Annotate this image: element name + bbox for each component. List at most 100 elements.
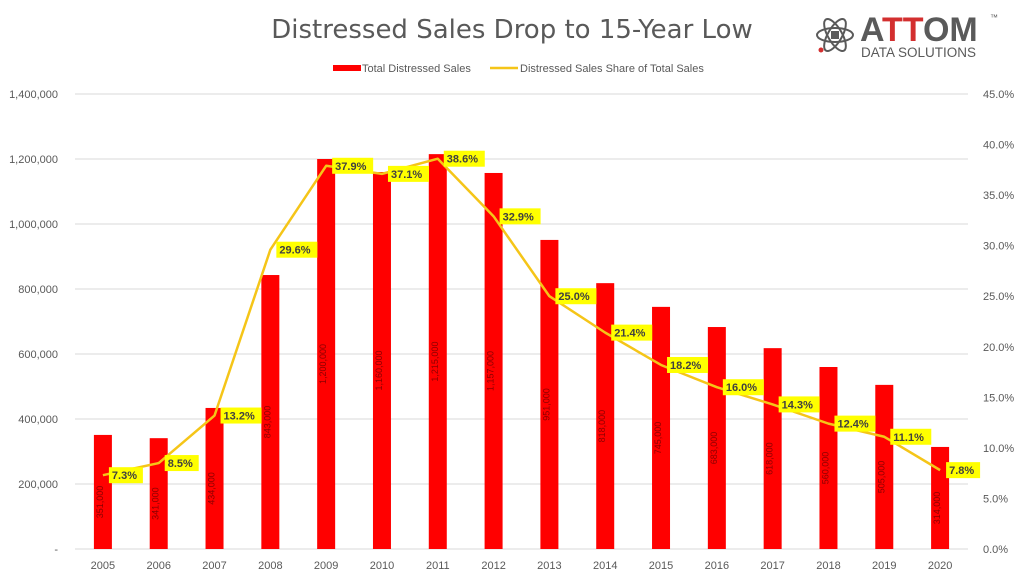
x-tick-label: 2015 bbox=[649, 560, 673, 572]
left-tick-label: 200,000 bbox=[18, 479, 58, 491]
bar bbox=[596, 283, 615, 549]
bar bbox=[372, 172, 391, 549]
line-data-label: 37.1% bbox=[387, 165, 429, 182]
line-label-text: 7.3% bbox=[112, 470, 137, 482]
right-tick-label: 25.0% bbox=[983, 291, 1014, 303]
line-data-label: 37.9% bbox=[332, 157, 374, 174]
chart-title: Distressed Sales Drop to 15-Year Low bbox=[271, 15, 753, 45]
line-data-label: 18.2% bbox=[667, 356, 709, 373]
x-tick-label: 2019 bbox=[872, 560, 896, 572]
label-background bbox=[611, 324, 653, 341]
line-label-text: 18.2% bbox=[670, 360, 701, 372]
line-data-label: 14.3% bbox=[778, 396, 820, 413]
left-tick-label: 400,000 bbox=[18, 414, 58, 426]
line-label-text: 16.0% bbox=[726, 382, 757, 394]
x-tick-label: 2017 bbox=[760, 560, 784, 572]
bar bbox=[428, 154, 447, 549]
right-tick-label: 10.0% bbox=[983, 443, 1014, 455]
bar-data-label: 1,157,000 bbox=[486, 351, 496, 391]
atom-icon bbox=[816, 18, 854, 53]
bar bbox=[205, 407, 224, 549]
label-background bbox=[722, 379, 764, 396]
label-background bbox=[164, 455, 199, 472]
legend: Total Distressed Sales Distressed Sales … bbox=[333, 63, 704, 75]
bar-data-label: 1,160,000 bbox=[374, 350, 384, 390]
line-data-label: 38.6% bbox=[443, 150, 485, 167]
x-tick-label: 2020 bbox=[928, 560, 952, 572]
line-label-text: 21.4% bbox=[614, 328, 645, 340]
x-tick-label: 2018 bbox=[816, 560, 840, 572]
line-data-label: 7.8% bbox=[946, 462, 981, 479]
label-background bbox=[443, 150, 485, 167]
bar-data-label: 951,000 bbox=[541, 388, 551, 421]
logo-tm: ™ bbox=[990, 13, 998, 22]
line-data-label: 11.1% bbox=[890, 428, 932, 445]
share-line-path bbox=[102, 157, 941, 477]
bar bbox=[763, 348, 782, 549]
right-tick-label: 0.0% bbox=[983, 544, 1008, 556]
left-tick-label: 1,200,000 bbox=[9, 154, 58, 166]
x-tick-label: 2009 bbox=[314, 560, 338, 572]
right-tick-label: 30.0% bbox=[983, 241, 1014, 253]
right-tick-label: 45.0% bbox=[983, 89, 1014, 101]
line-label-text: 11.1% bbox=[893, 432, 924, 444]
line-label-text: 38.6% bbox=[447, 154, 478, 166]
label-background bbox=[778, 396, 820, 413]
bar-data-label: 351,000 bbox=[95, 486, 105, 519]
line-data-label: 8.5% bbox=[164, 455, 199, 472]
label-background bbox=[332, 157, 374, 174]
line-label-text: 14.3% bbox=[782, 399, 813, 411]
legend-label-bars: Total Distressed Sales bbox=[362, 63, 471, 75]
line-label-text: 13.2% bbox=[224, 411, 255, 423]
left-tick-label: 1,400,000 bbox=[9, 89, 58, 101]
x-axis: 2005 2006 2007 2008 2009 2010 2011 2012 2013 2014… bbox=[91, 560, 953, 572]
bar bbox=[484, 172, 503, 549]
line-data-label: 16.0% bbox=[722, 379, 764, 396]
bar bbox=[931, 446, 950, 549]
line-label-text: 7.8% bbox=[949, 465, 974, 477]
bar bbox=[875, 384, 894, 549]
legend-label-line: Distressed Sales Share of Total Sales bbox=[520, 63, 704, 75]
bar-data-label: 314,000 bbox=[932, 492, 942, 525]
x-tick-label: 2006 bbox=[146, 560, 170, 572]
line-label-text: 32.9% bbox=[503, 211, 534, 223]
line-label-text: 12.4% bbox=[837, 419, 868, 431]
bar bbox=[317, 159, 336, 549]
bar-data-label: 560,000 bbox=[820, 452, 830, 485]
left-tick-label: 600,000 bbox=[18, 349, 58, 361]
right-axis: 0.0% 5.0% 10.0% 15.0% 20.0% 25.0% 30.0% 35.0% 40… bbox=[983, 89, 1014, 556]
left-axis: - 200,000 400,000 600,000 800,000 1,000,000 1,… bbox=[9, 89, 58, 556]
x-tick-label: 2010 bbox=[370, 560, 394, 572]
line-data-label: 32.9% bbox=[499, 208, 541, 225]
bar-data-label: 683,000 bbox=[709, 432, 719, 465]
left-tick-label: 800,000 bbox=[18, 284, 58, 296]
line-data-label: 21.4% bbox=[611, 324, 653, 341]
line-data-label: 13.2% bbox=[220, 407, 262, 424]
right-tick-label: 20.0% bbox=[983, 342, 1014, 354]
x-tick-label: 2008 bbox=[258, 560, 282, 572]
legend-swatch-bars bbox=[333, 65, 361, 71]
label-background bbox=[890, 428, 932, 445]
bar-data-label: 745,000 bbox=[653, 422, 663, 455]
x-tick-label: 2011 bbox=[426, 560, 450, 572]
line-label-text: 37.1% bbox=[391, 169, 422, 181]
label-background bbox=[220, 407, 262, 424]
bar bbox=[93, 434, 112, 549]
line-label-text: 37.9% bbox=[335, 161, 366, 173]
left-tick-label: 1,000,000 bbox=[9, 219, 58, 231]
line-data-label: 12.4% bbox=[834, 415, 876, 432]
bar bbox=[819, 367, 838, 549]
label-background bbox=[499, 208, 541, 225]
right-tick-label: 35.0% bbox=[983, 190, 1014, 202]
bar bbox=[707, 327, 726, 549]
left-tick-label: - bbox=[54, 544, 58, 556]
label-background bbox=[108, 467, 143, 484]
right-tick-label: 15.0% bbox=[983, 392, 1014, 404]
line-label-text: 25.0% bbox=[558, 291, 589, 303]
bar bbox=[540, 239, 559, 550]
right-tick-label: 40.0% bbox=[983, 140, 1014, 152]
bar bbox=[261, 275, 280, 549]
bar-data-label: 1,200,000 bbox=[318, 344, 328, 384]
label-background bbox=[387, 165, 429, 182]
